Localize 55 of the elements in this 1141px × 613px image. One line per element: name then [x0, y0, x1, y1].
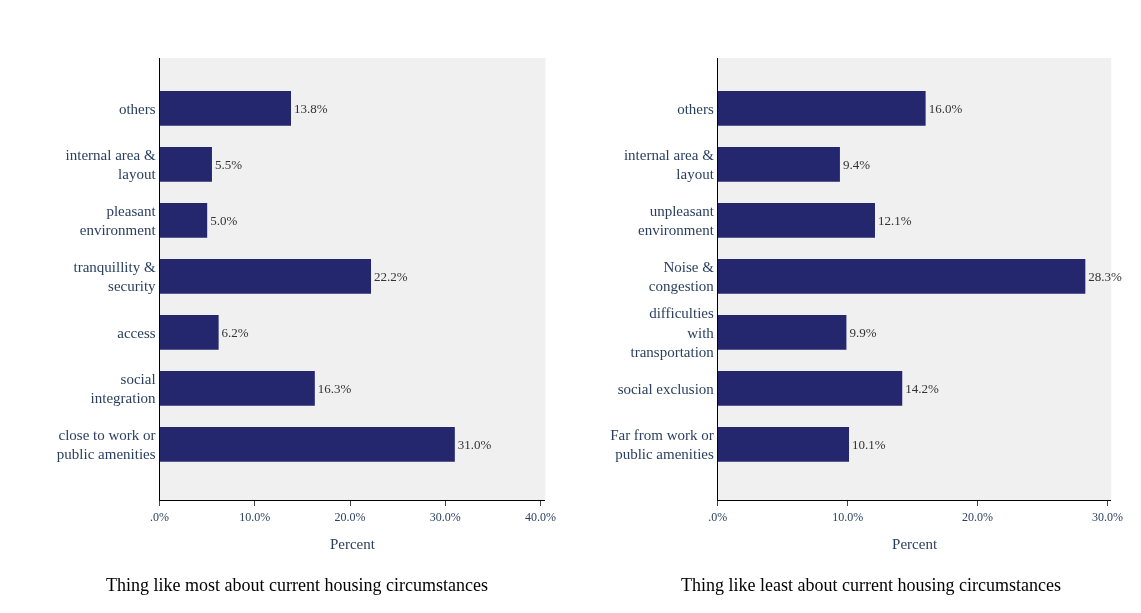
data-label: 28.3% — [1088, 268, 1123, 284]
x-tick-label: .0% — [150, 509, 170, 524]
bar — [717, 90, 926, 126]
x-tick-label: .0% — [708, 509, 728, 524]
data-label: 22.2% — [374, 268, 408, 284]
text: Thing like least about current housing circumstances — [681, 575, 1061, 595]
data-label: 9.9% — [849, 324, 877, 340]
y-tick-label: access — [117, 324, 156, 341]
bar — [717, 146, 840, 182]
y-tick-label: unpleasant environment — [638, 202, 715, 239]
y-tick-label: social exclusion — [617, 380, 715, 397]
data-label: 16.3% — [317, 380, 352, 396]
data-label: 10.1% — [852, 436, 886, 452]
data-label: 9.4% — [842, 156, 871, 172]
x-tick-label: 10.0% — [832, 509, 864, 524]
data-label: 16.0% — [928, 100, 963, 116]
data-label: 14.2% — [905, 380, 940, 396]
data-label: 13.8% — [294, 100, 328, 116]
bar — [717, 202, 875, 238]
x-tick-label: 20.0% — [962, 509, 994, 524]
x-tick-label: 20.0% — [334, 509, 366, 524]
y-tick-label: internal area & layout — [65, 146, 157, 183]
bar — [159, 90, 292, 126]
x-tick-label: 30.0% — [429, 509, 461, 524]
y-tick-label: others — [677, 100, 715, 117]
bar — [717, 371, 903, 406]
bar — [159, 371, 315, 406]
y-tick-label: pleasant environment — [79, 202, 157, 239]
bar — [159, 146, 212, 182]
x-tick-label: 10.0% — [239, 509, 271, 524]
bar — [717, 258, 1086, 294]
y-tick-label: internal area & layout — [623, 146, 715, 183]
data-label: 31.0% — [457, 436, 492, 452]
data-label: 6.2% — [221, 324, 249, 340]
x-axis-title: Percent — [329, 535, 376, 552]
y-tick-label: tranquillity & security — [73, 258, 157, 295]
bar — [717, 427, 850, 462]
data-label: 12.1% — [877, 212, 912, 228]
y-tick-label: Noise & congestion — [648, 258, 715, 295]
y-tick-label: others — [118, 100, 156, 117]
data-label: 5.0% — [210, 212, 238, 228]
x-tick-label: 40.0% — [525, 509, 557, 524]
bar — [717, 315, 847, 350]
text: Thing like most about current housing circumstances — [106, 575, 488, 595]
x-tick-label: 30.0% — [1091, 509, 1123, 524]
bar — [159, 427, 455, 462]
y-tick-label: difficulties with transportation — [630, 305, 715, 361]
y-tick-label: close to work or public amenities — [56, 426, 156, 463]
bar — [159, 315, 219, 350]
data-label: 5.5% — [214, 156, 243, 172]
y-tick-label: social integration — [90, 370, 157, 407]
y-tick-label: Far from work or public amenities — [610, 426, 715, 463]
x-axis-title: Percent — [892, 535, 938, 552]
bar — [159, 202, 208, 238]
bar — [159, 258, 372, 294]
